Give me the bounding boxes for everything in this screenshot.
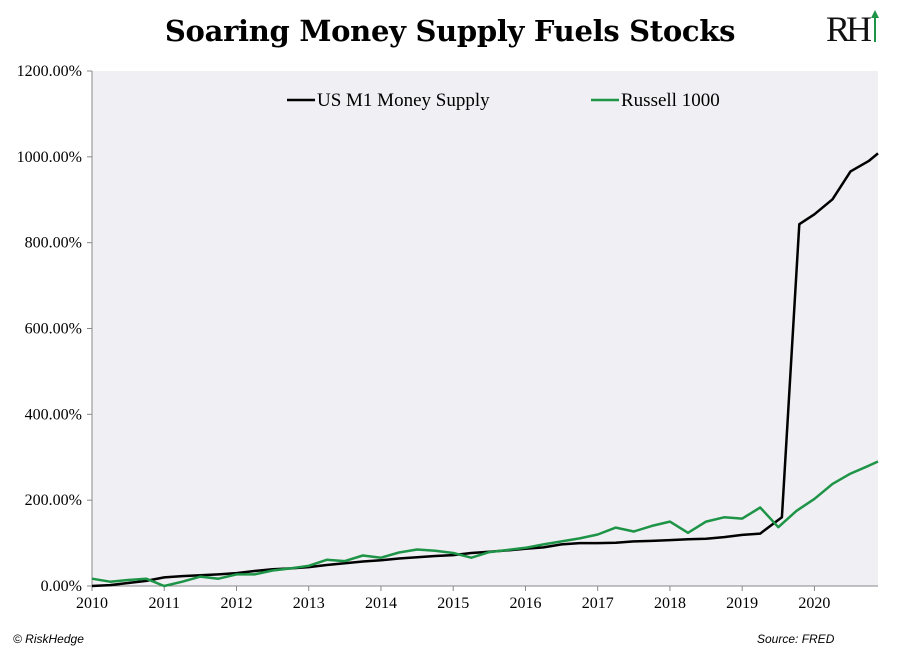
y-tick-label: 400.00% — [25, 406, 82, 423]
x-tick-label: 2011 — [149, 595, 180, 612]
x-tick-label: 2012 — [220, 595, 252, 612]
plot-area — [92, 71, 878, 586]
legend-label: Russell 1000 — [621, 90, 720, 111]
legend: US M1 Money Supply Russell 1000 — [287, 90, 720, 111]
legend-label: US M1 Money Supply — [317, 90, 490, 111]
y-tick-label: 600.00% — [25, 321, 82, 338]
copyright-text: © RiskHedge — [13, 632, 84, 646]
riskhedge-logo: RH — [826, 6, 884, 52]
y-tick-label: 1000.00% — [17, 149, 82, 166]
x-tick-label: 2020 — [798, 595, 830, 612]
tick-labels: 0.00% 200.00% 400.00% 600.00% 800.00% 1000.00… — [17, 63, 831, 612]
source-text: Source: FRED — [757, 632, 835, 646]
x-tick-label: 2013 — [293, 595, 325, 612]
x-tick-label: 2017 — [582, 595, 614, 612]
logo-text: RH — [826, 9, 872, 49]
axes — [87, 70, 878, 591]
y-tick-label: 0.00% — [41, 578, 82, 595]
x-tick-label: 2015 — [437, 595, 469, 612]
y-tick-label: 200.00% — [25, 492, 82, 509]
x-tick-label: 2018 — [654, 595, 686, 612]
x-tick-label: 2019 — [726, 595, 758, 612]
chart-title: Soaring Money Supply Fuels Stocks — [164, 14, 736, 48]
x-tick-label: 2016 — [509, 595, 541, 612]
x-tick-label: 2014 — [365, 595, 397, 612]
series-line-russell-1000 — [91, 460, 879, 588]
series-lines — [91, 152, 879, 588]
y-tick-label: 800.00% — [25, 235, 82, 252]
x-tick-label: 2010 — [76, 595, 108, 612]
logo-arrow-icon — [871, 10, 879, 42]
y-tick-label: 1200.00% — [17, 63, 82, 80]
